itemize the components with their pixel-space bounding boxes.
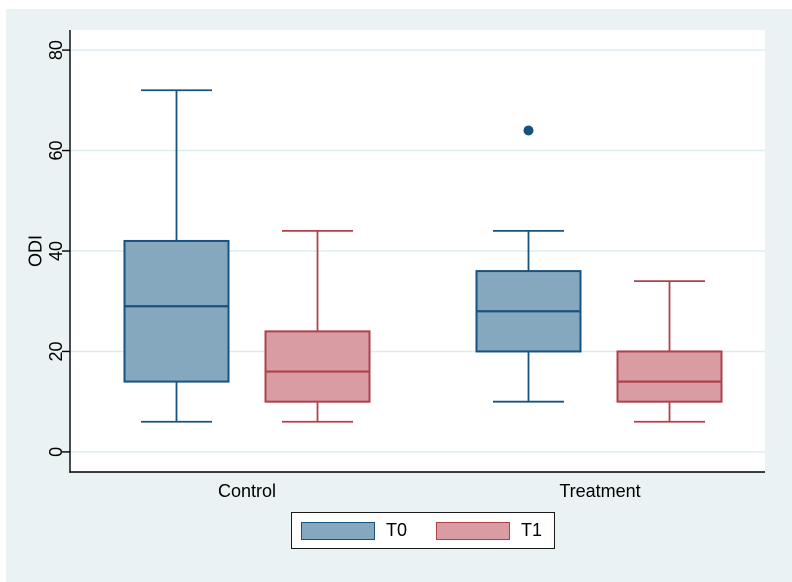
y-axis-title: ODI	[25, 234, 46, 268]
iqr-box	[616, 350, 723, 403]
legend: T0 T1	[291, 512, 555, 549]
box-T1-Treatment	[616, 280, 723, 423]
x-category-label-treatment: Treatment	[559, 481, 641, 501]
legend-swatch-t1	[436, 521, 511, 540]
iqr-box	[123, 239, 230, 383]
iqr-box	[264, 330, 371, 403]
box-T0-Treatment	[475, 125, 582, 403]
y-tick-label: 20	[46, 341, 66, 361]
legend-swatch-t0	[301, 521, 375, 540]
legend-label-t0: T0	[386, 520, 408, 540]
legend-label-t1: T1	[521, 520, 543, 540]
y-tick-label: 40	[46, 241, 66, 261]
y-tick-label: 60	[46, 141, 66, 161]
y-tick-label: 80	[46, 40, 66, 60]
outlier-point	[523, 125, 534, 136]
box-T1-Control	[264, 230, 371, 423]
box-T0-Control	[123, 89, 230, 423]
legend-item-t0: T0	[301, 520, 407, 541]
x-category-label-control: Control	[217, 481, 277, 501]
y-tick-label: 0	[46, 447, 66, 457]
legend-item-t1: T1	[436, 520, 542, 541]
